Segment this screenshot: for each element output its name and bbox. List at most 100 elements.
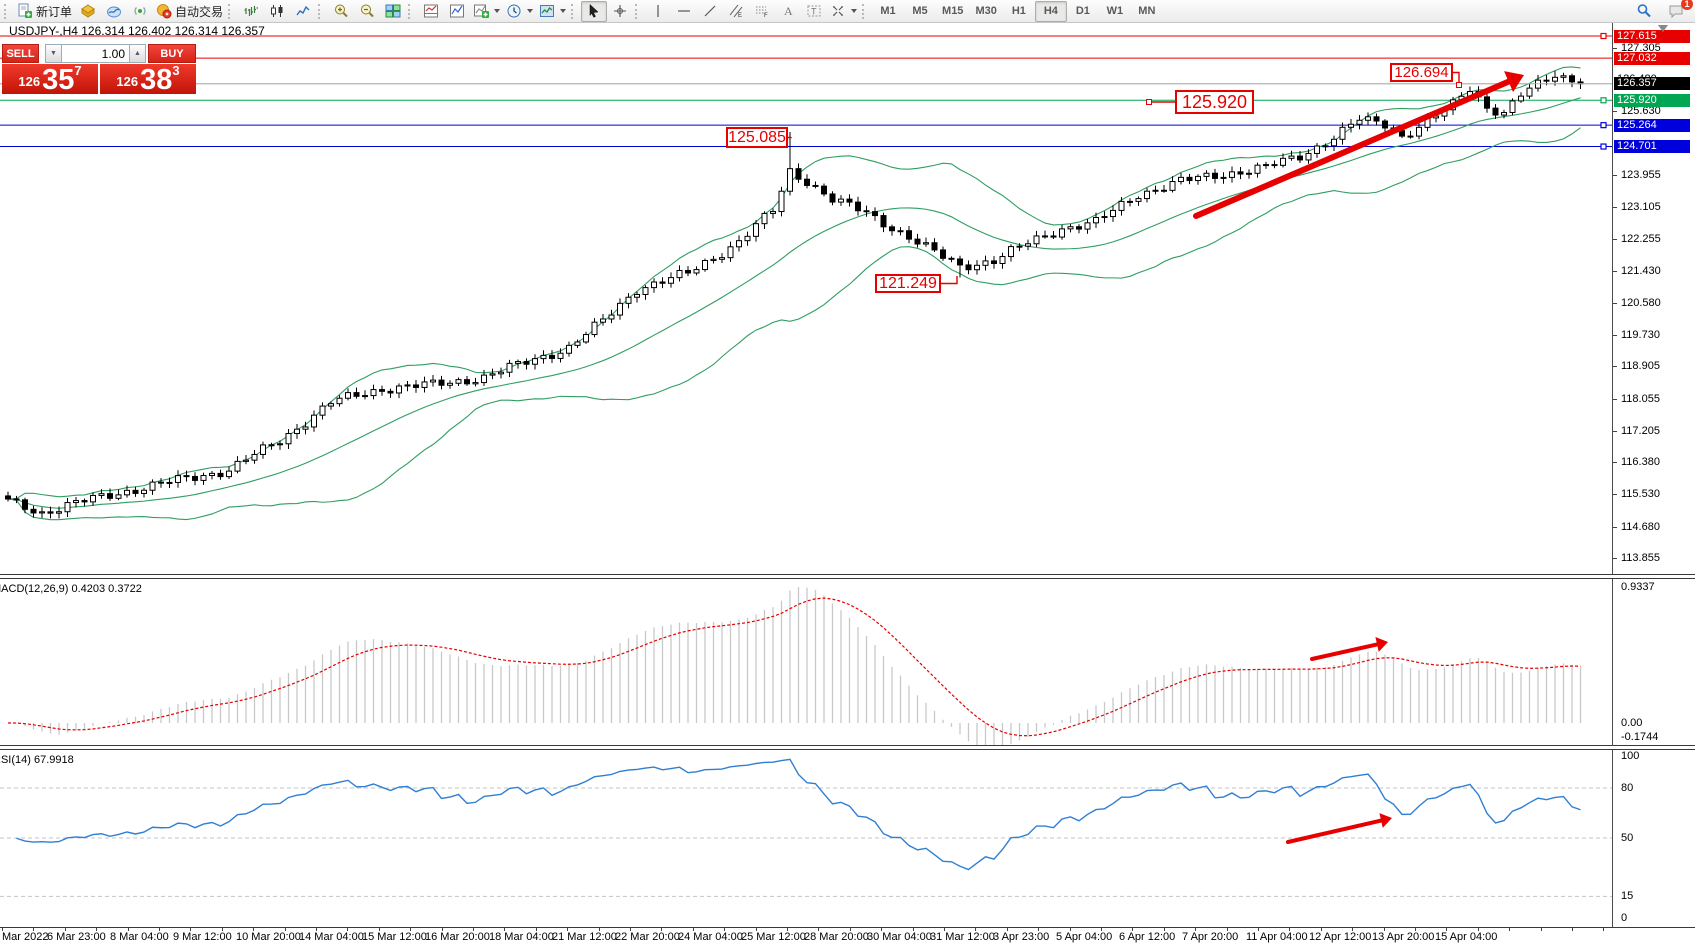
price-annotation-121.249[interactable]: 121.249 <box>875 274 941 293</box>
new-order-button[interactable]: 新订单 <box>14 1 75 22</box>
pane-divider[interactable] <box>0 574 1695 579</box>
price-annotation-125.920[interactable]: 125.920 <box>1175 90 1254 114</box>
cursor-icon <box>586 3 603 19</box>
date-label: 6 Mar 23:00 <box>47 931 106 943</box>
search-button[interactable] <box>1631 1 1657 22</box>
date-label: 30 Mar 04:00 <box>867 931 932 943</box>
indicator-window-button[interactable] <box>418 1 444 22</box>
timeframe-m1[interactable]: M1 <box>880 5 896 17</box>
timeframe-m5[interactable]: M5 <box>912 5 928 17</box>
timeframe-m30[interactable]: M30 <box>975 5 997 17</box>
date-label: 18 Mar 04:00 <box>489 931 554 943</box>
market-watch-button[interactable] <box>101 1 127 22</box>
price-tick-label: 118.055 <box>1621 392 1660 405</box>
svg-text:E: E <box>738 13 742 19</box>
price-level-label[interactable]: 125.264 <box>1614 118 1690 132</box>
volume-increase-button[interactable]: ▲ <box>129 44 146 63</box>
label-tool-button[interactable]: T <box>801 1 827 22</box>
templates-button[interactable] <box>536 1 569 22</box>
cursor-tool-button[interactable] <box>581 0 608 22</box>
styler-button[interactable] <box>75 1 101 22</box>
candlestick-button[interactable] <box>264 1 290 22</box>
buy-button[interactable]: BUY <box>148 44 196 63</box>
autotrade-button[interactable]: 自动交易 <box>153 1 226 22</box>
chevron-down-icon <box>851 9 858 13</box>
rsi-axis[interactable]: 100 80 50 15 0 <box>1613 750 1695 927</box>
price-tick-label: 122.255 <box>1621 233 1661 246</box>
text-tool-button[interactable]: A <box>775 1 801 22</box>
price-level-label[interactable]: 127.615 <box>1614 29 1690 43</box>
bar-chart-button[interactable] <box>238 1 264 22</box>
rsi-canvas[interactable] <box>0 750 1612 927</box>
date-tick <box>33 928 35 931</box>
vline-tool-button[interactable] <box>645 1 671 22</box>
pane-divider[interactable] <box>0 745 1695 750</box>
price-level-label[interactable]: 126.357 <box>1614 77 1690 91</box>
hline-tool-button[interactable] <box>671 1 697 22</box>
date-tick <box>1509 928 1511 931</box>
toolbar-grip[interactable] <box>4 3 12 19</box>
signal-icon <box>132 3 149 19</box>
price-annotation-126.694[interactable]: 126.694 <box>1390 63 1453 82</box>
date-tick <box>1226 928 1228 931</box>
date-tick <box>190 928 192 931</box>
price-level-label[interactable]: 125.920 <box>1614 93 1690 107</box>
add-indicator-button[interactable] <box>470 1 503 22</box>
price-annotation-125.085[interactable]: 125.085 <box>726 127 788 148</box>
timeframe-h1[interactable]: H1 <box>1011 5 1026 17</box>
arrows-tool-button[interactable] <box>827 1 860 22</box>
timeframe-mn[interactable]: MN <box>1138 5 1156 17</box>
arrows-icon <box>830 3 847 19</box>
price-level-label[interactable]: 124.701 <box>1614 140 1690 154</box>
fibonacci-tool-button[interactable]: F <box>749 1 775 22</box>
date-tick <box>1132 928 1134 931</box>
date-tick <box>598 928 600 931</box>
channel-tool-button[interactable]: E <box>723 1 749 22</box>
macd-axis[interactable]: 0.9337 0.00 -0.1744 <box>1613 579 1695 745</box>
timeframe-m15[interactable]: M15 <box>942 5 964 17</box>
date-label: 14 Mar 04:00 <box>299 931 364 943</box>
toolbar-grip[interactable] <box>635 3 643 19</box>
toolbar-grip[interactable] <box>318 3 326 19</box>
date-tick <box>1163 928 1165 931</box>
zoom-out-button[interactable] <box>354 1 380 22</box>
toolbar-grip[interactable] <box>571 3 579 19</box>
main-chart-canvas[interactable] <box>0 23 1612 576</box>
zoom-in-button[interactable] <box>328 1 354 22</box>
date-label: 24 Mar 04:00 <box>678 931 743 943</box>
toolbar-grip[interactable] <box>408 3 416 19</box>
timeframe-d1[interactable]: D1 <box>1075 5 1090 17</box>
price-axis[interactable]: 127.305 125.630 123.955 123.105 122.255 121.4… <box>1613 23 1695 576</box>
volume-input[interactable]: 1.00 <box>62 44 129 63</box>
chart-shift-marker[interactable] <box>1658 25 1668 32</box>
toolbar-grip[interactable] <box>228 3 236 19</box>
line-chart-button[interactable] <box>290 1 316 22</box>
date-label: 16 Mar 20:00 <box>425 931 490 943</box>
svg-text:A: A <box>784 4 793 18</box>
period-button[interactable] <box>503 1 536 22</box>
chart-window: 127.305 125.630 123.955 123.105 122.255 121.4… <box>0 23 1695 944</box>
autotrade-icon <box>156 3 173 19</box>
volume-decrease-button[interactable]: ▼ <box>45 44 62 63</box>
chat-button[interactable]: 1 <box>1663 0 1693 22</box>
crosshair-tool-button[interactable] <box>607 1 633 22</box>
timeframe-w1[interactable]: W1 <box>1106 5 1124 17</box>
date-tick <box>661 928 663 931</box>
indicator-list-button[interactable] <box>444 1 470 22</box>
date-label: 15 Mar 12:00 <box>362 931 427 943</box>
date-axis[interactable]: Mar 2022 6 Mar 23:00 8 Mar 04:00 9 Mar 12:0… <box>0 927 1695 944</box>
sell-price-tile[interactable]: 126 35 7 <box>2 64 98 95</box>
date-label: 5 Apr 04:00 <box>1056 931 1113 943</box>
svg-text:T: T <box>811 7 817 17</box>
buy-price-tile[interactable]: 126 38 3 <box>100 64 196 95</box>
tile-windows-button[interactable] <box>380 1 406 22</box>
sell-button[interactable]: SELL <box>2 44 39 63</box>
toolbar-grip[interactable] <box>862 3 870 19</box>
macd-canvas[interactable] <box>0 579 1612 745</box>
signal-button[interactable] <box>127 1 153 22</box>
indicator-list-icon <box>449 3 466 19</box>
axis-tick <box>1613 335 1617 337</box>
trendline-tool-button[interactable] <box>697 1 723 22</box>
timeframe-h4[interactable]: H4 <box>1034 0 1067 22</box>
price-level-label[interactable]: 127.032 <box>1614 51 1690 65</box>
